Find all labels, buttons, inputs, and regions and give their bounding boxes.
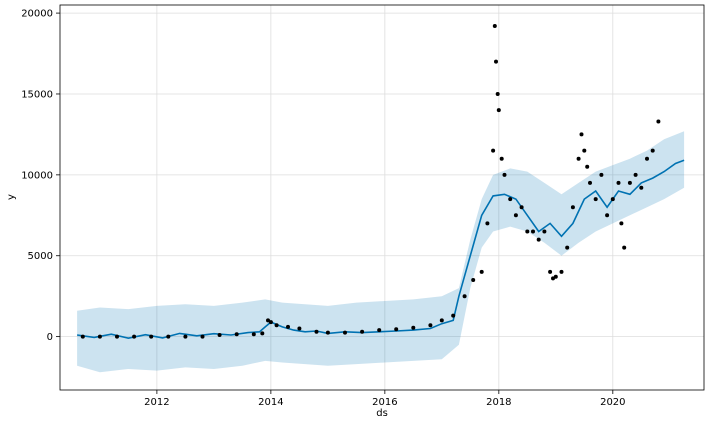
- y-tick-label: 5000: [28, 251, 53, 262]
- observed-point: [251, 332, 256, 337]
- observed-point: [605, 213, 610, 218]
- observed-point: [479, 269, 484, 274]
- y-axis-title: y: [6, 194, 17, 200]
- observed-point: [166, 334, 171, 339]
- observed-point: [519, 205, 524, 210]
- observed-point: [588, 180, 592, 185]
- observed-point: [599, 172, 604, 177]
- observed-point: [536, 237, 541, 242]
- observed-point: [513, 213, 518, 218]
- y-tick-label: 15000: [21, 89, 53, 100]
- observed-point: [548, 269, 553, 274]
- x-axis-ticks: 2012 2014 2016 2018 2020: [144, 390, 626, 408]
- observed-point: [622, 245, 627, 250]
- observed-point: [234, 332, 239, 337]
- observed-point: [286, 324, 290, 329]
- observed-point: [149, 334, 154, 339]
- observed-point: [274, 323, 279, 328]
- observed-point: [343, 330, 347, 335]
- observed-point: [115, 334, 119, 339]
- observed-point: [471, 278, 476, 282]
- observed-point: [394, 327, 399, 332]
- y-tick-label: 10000: [21, 170, 53, 181]
- forecast-line-path: [76, 159, 685, 340]
- observed-point: [650, 148, 655, 153]
- observed-point: [508, 197, 513, 202]
- observed-point: [462, 294, 467, 299]
- observed-point: [377, 328, 382, 333]
- observed-point: [183, 334, 188, 339]
- x-tick-label: 2012: [144, 397, 169, 408]
- observed-point: [297, 326, 302, 331]
- y-axis-ticks: 0 5000 10000 15000 20000: [21, 9, 60, 343]
- y-tick-label: 0: [47, 332, 53, 343]
- observed-point: [656, 119, 661, 124]
- observed-point: [619, 221, 624, 226]
- observed-point: [132, 334, 137, 339]
- y-tick-label: 20000: [21, 9, 53, 20]
- observed-point: [579, 132, 584, 137]
- x-tick-label: 2014: [258, 397, 283, 408]
- observed-point: [97, 334, 102, 339]
- observed-point: [610, 197, 615, 202]
- observed-point: [451, 313, 456, 318]
- observed-point: [502, 172, 507, 177]
- plot-frame: [59, 4, 705, 391]
- observed-point: [639, 185, 644, 190]
- observed-point: [585, 164, 590, 169]
- observed-point: [266, 318, 270, 323]
- observed-point: [314, 329, 319, 334]
- observed-point: [576, 156, 581, 161]
- observed-point: [633, 172, 638, 177]
- x-tick-label: 2016: [372, 397, 397, 408]
- x-axis-title: ds: [376, 408, 388, 419]
- observed-point: [411, 325, 416, 330]
- grid: [60, 5, 704, 390]
- observed-point: [645, 156, 649, 161]
- observed-point: [217, 333, 222, 337]
- observed-point: [542, 229, 547, 234]
- observed-point: [495, 92, 500, 96]
- x-tick-label: 2020: [600, 397, 625, 408]
- observed-point: [428, 323, 433, 328]
- observed-point: [570, 205, 575, 210]
- observed-point: [582, 148, 587, 153]
- observed-point: [485, 221, 490, 226]
- observed-point: [531, 229, 535, 234]
- observed-point: [268, 320, 273, 325]
- observed-point: [439, 318, 444, 323]
- observed-point: [553, 274, 558, 279]
- uncertainty-band-area: [77, 131, 685, 373]
- observed-point: [80, 334, 85, 339]
- observed-point: [616, 180, 621, 185]
- observed-point: [260, 331, 265, 336]
- observed-point: [491, 148, 496, 153]
- uncertainty-band: [77, 131, 685, 373]
- observed-point: [360, 329, 365, 334]
- observed-point: [627, 180, 632, 185]
- observed-point: [496, 108, 501, 113]
- observed-point: [200, 334, 205, 339]
- observed-point: [492, 24, 497, 28]
- observed-point: [565, 245, 570, 250]
- x-tick-label: 2018: [486, 397, 511, 408]
- observed-point: [525, 229, 530, 234]
- observed-point: [494, 59, 498, 64]
- observed-point: [325, 330, 330, 335]
- observed-point: [593, 197, 598, 202]
- observed-points: [80, 24, 661, 339]
- forecast-line: [76, 159, 685, 340]
- observed-point: [499, 156, 504, 161]
- observed-point: [559, 269, 564, 274]
